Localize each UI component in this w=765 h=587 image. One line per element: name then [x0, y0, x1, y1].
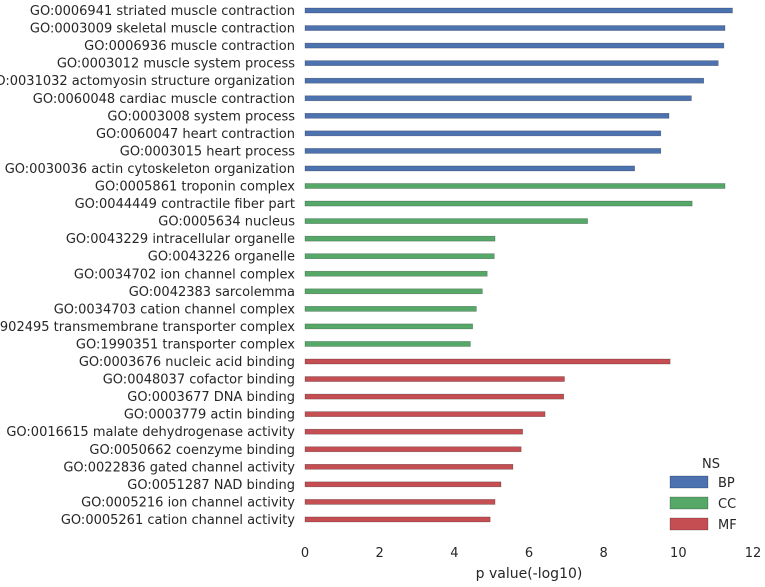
y-tick-label: GO:0005634 nucleus — [158, 215, 295, 230]
y-tick-label: GO:0050662 coenzyme binding — [89, 443, 295, 458]
y-tick-label: GO:0034703 cation channel complex — [54, 302, 296, 317]
bar-cc — [304, 270, 488, 277]
x-tick-label: 12 — [745, 546, 762, 561]
y-tick-label: GO:0031032 actomyosin structure organiza… — [0, 74, 295, 89]
y-tick-label: GO:0003009 skeletal muscle contraction — [30, 22, 295, 37]
y-tick-label: GO:0005861 troponin complex — [95, 180, 295, 195]
bar-bp — [304, 25, 726, 31]
bar-mf — [304, 411, 546, 417]
y-tick-label: GO:0034702 ion channel complex — [74, 267, 295, 282]
bar-bp — [304, 95, 692, 102]
y-tick-label: GO:1902495 transmembrane transporter com… — [0, 320, 295, 335]
bar-bp — [304, 148, 662, 154]
y-tick-label: GO:0030036 actin cytoskeleton organizati… — [5, 162, 295, 177]
bar-mf — [304, 376, 565, 382]
y-tick-label: GO:0051287 NAD binding — [127, 478, 295, 493]
y-tick-label: GO:0003676 nucleic acid binding — [79, 355, 295, 370]
legend-swatch-bp — [669, 475, 709, 489]
bar-bp — [304, 77, 705, 84]
y-tick-label: GO:0022836 gated channel activity — [63, 460, 295, 475]
legend-swatch-mf — [669, 517, 709, 531]
bar-bp — [304, 165, 635, 172]
bar-mf — [304, 393, 565, 400]
bar-cc — [304, 288, 483, 295]
bar-bp — [304, 7, 733, 14]
bar-cc — [304, 323, 473, 330]
bar-cc — [304, 183, 726, 189]
y-tick-label: GO:0005261 cation channel activity — [61, 513, 295, 528]
legend-label-cc: CC — [718, 497, 736, 512]
legend-label-bp: BP — [718, 476, 735, 491]
y-tick-label: GO:0005216 ion channel activity — [81, 495, 295, 510]
bar-mf — [304, 499, 496, 505]
bar-mf — [304, 481, 502, 488]
bar-mf — [304, 428, 523, 435]
x-tick-label: 10 — [670, 546, 687, 561]
legend-entries: BP CC MF — [669, 475, 737, 533]
y-tick-label: GO:0042383 sarcolemma — [129, 285, 295, 300]
y-tick-label: GO:0003677 DNA binding — [127, 390, 295, 405]
bar-cc — [304, 200, 693, 207]
bars-layer — [304, 7, 733, 523]
x-tick-label: 8 — [600, 546, 608, 561]
y-tick-label: GO:0060048 cardiac muscle contraction — [33, 92, 295, 107]
y-tick-label: GO:0060047 heart contraction — [96, 127, 295, 142]
y-labels-layer: GO:0006941 striated muscle contraction GO… — [0, 4, 295, 528]
x-tick-label: 2 — [376, 546, 384, 561]
bar-cc — [304, 341, 471, 347]
y-tick-label: GO:0043229 intracellular organelle — [66, 232, 295, 247]
x-tick-label: 6 — [525, 546, 533, 561]
x-tick-label: 0 — [301, 546, 309, 561]
y-tick-label: GO:0043226 organelle — [148, 250, 295, 265]
bar-cc — [304, 253, 495, 259]
y-tick-label: GO:0016615 malate dehydrogenase activity — [6, 425, 295, 440]
y-tick-label: GO:0048037 cofactor binding — [103, 373, 295, 388]
bar-cc — [304, 235, 496, 242]
bar-mf — [304, 446, 522, 453]
bar-mf — [304, 358, 671, 365]
bar-mf — [304, 463, 514, 470]
y-tick-label: GO:0003012 muscle system process — [57, 57, 295, 72]
bar-bp — [304, 130, 662, 137]
bar-cc — [304, 306, 477, 312]
bar-bp — [304, 42, 725, 49]
x-axis-label: p value(-log10) — [476, 566, 583, 582]
y-tick-label: GO:0006941 striated muscle contraction — [30, 4, 295, 19]
bar-cc — [304, 218, 588, 224]
legend: NS BP CC MF — [669, 457, 737, 533]
x-tick-label: 4 — [450, 546, 458, 561]
y-tick-label: GO:0003008 system process — [107, 109, 295, 124]
y-tick-label: GO:0044449 contractile fiber part — [75, 197, 295, 212]
y-tick-label: GO:0006936 muscle contraction — [84, 39, 295, 54]
legend-title: NS — [702, 457, 720, 472]
legend-label-mf: MF — [718, 518, 737, 533]
y-tick-label: GO:0003779 actin binding — [124, 408, 295, 423]
y-tick-label: GO:0003015 heart process — [120, 144, 295, 159]
legend-swatch-cc — [669, 496, 709, 510]
bar-bp — [304, 113, 670, 119]
x-ticks-layer: 0 2 4 6 8 10 12 — [301, 546, 761, 561]
bar-bp — [304, 60, 719, 66]
y-tick-label: GO:1990351 transporter complex — [76, 337, 295, 352]
bar-mf — [304, 516, 491, 523]
